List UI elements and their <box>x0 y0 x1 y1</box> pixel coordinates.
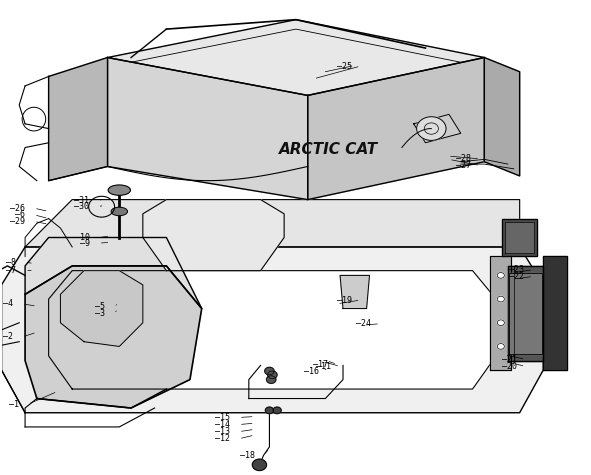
Circle shape <box>497 296 504 302</box>
Polygon shape <box>25 238 202 309</box>
Text: —7: —7 <box>7 266 17 275</box>
Polygon shape <box>308 57 485 200</box>
Text: —27: —27 <box>456 161 472 170</box>
Text: —19: —19 <box>337 295 352 304</box>
Text: —23: —23 <box>509 265 524 274</box>
Circle shape <box>273 407 281 414</box>
Text: —18: —18 <box>240 451 255 460</box>
Circle shape <box>265 407 274 414</box>
Polygon shape <box>60 271 143 346</box>
Text: —10: —10 <box>75 233 90 242</box>
Text: —11: —11 <box>316 362 331 371</box>
Polygon shape <box>505 222 534 253</box>
Text: —24: —24 <box>356 319 371 328</box>
Text: —29: —29 <box>10 217 25 226</box>
Text: —2: —2 <box>4 332 14 342</box>
Text: —25: —25 <box>337 62 352 71</box>
Text: —20: —20 <box>502 362 517 371</box>
Text: —9: —9 <box>80 238 90 247</box>
Circle shape <box>417 117 446 141</box>
Polygon shape <box>485 57 519 176</box>
Polygon shape <box>502 218 537 256</box>
Text: —16: —16 <box>304 367 320 376</box>
Text: —30: —30 <box>74 202 89 211</box>
Circle shape <box>267 376 276 383</box>
Text: —15: —15 <box>215 413 230 422</box>
Text: —8: —8 <box>7 257 17 266</box>
Text: —21: —21 <box>502 355 517 364</box>
Text: —28: —28 <box>456 154 472 163</box>
Text: ARCTIC CAT: ARCTIC CAT <box>279 142 378 157</box>
Text: —17: —17 <box>313 360 329 369</box>
Text: —1: —1 <box>9 399 19 408</box>
Polygon shape <box>108 19 485 95</box>
Polygon shape <box>2 247 543 413</box>
Circle shape <box>252 459 267 471</box>
Circle shape <box>497 320 504 325</box>
Text: —5: —5 <box>95 302 105 311</box>
Polygon shape <box>414 114 461 143</box>
Text: —31: —31 <box>74 196 89 205</box>
Text: —14: —14 <box>215 420 230 429</box>
Polygon shape <box>490 256 511 370</box>
Polygon shape <box>48 57 108 180</box>
Text: —13: —13 <box>215 427 230 436</box>
Polygon shape <box>543 256 567 370</box>
Polygon shape <box>48 271 496 389</box>
Polygon shape <box>509 273 542 353</box>
Text: —22: —22 <box>509 272 524 281</box>
Polygon shape <box>25 200 519 247</box>
Polygon shape <box>108 57 308 200</box>
Polygon shape <box>340 276 369 309</box>
Ellipse shape <box>108 185 131 195</box>
Polygon shape <box>25 266 202 408</box>
Text: —26: —26 <box>10 204 25 213</box>
Circle shape <box>497 273 504 278</box>
Circle shape <box>268 371 277 379</box>
Polygon shape <box>143 200 284 271</box>
Polygon shape <box>508 266 543 361</box>
Text: —6: —6 <box>15 210 25 219</box>
Text: —12: —12 <box>215 434 230 443</box>
Text: —3: —3 <box>95 309 105 318</box>
Text: —4: —4 <box>4 299 14 308</box>
Circle shape <box>265 367 274 375</box>
Ellipse shape <box>111 207 128 216</box>
Circle shape <box>497 343 504 349</box>
